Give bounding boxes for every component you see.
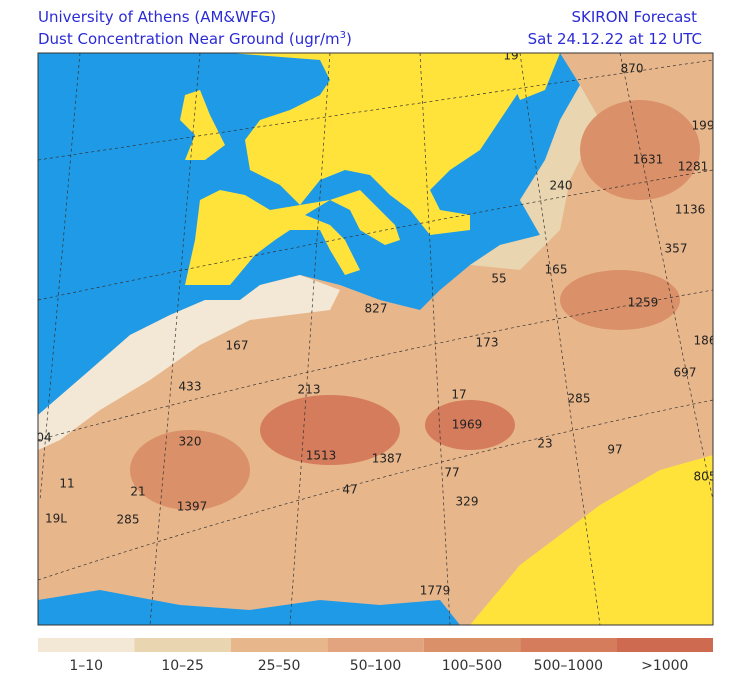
value-label: 19L <box>45 512 67 526</box>
dust-high <box>560 270 680 330</box>
legend-label: 500–1000 <box>534 658 603 674</box>
legend-label: 25–50 <box>258 658 301 674</box>
value-label: 329 <box>456 495 479 509</box>
map-frame <box>37 52 714 626</box>
legend-swatch <box>616 638 713 652</box>
value-label: 357 <box>665 242 688 256</box>
value-label: 320 <box>179 435 202 449</box>
legend-label: 1–10 <box>69 658 103 674</box>
value-label: 285 <box>568 392 591 406</box>
forecast: SKIRON Forecast <box>572 8 698 26</box>
superscript: 3 <box>340 30 346 41</box>
value-label: 1969 <box>452 418 483 432</box>
value-label: 1387 <box>372 452 403 466</box>
value-label: 1631 <box>633 153 664 167</box>
subtitle-text: Dust Concentration Near Ground (ugr/m <box>38 30 340 48</box>
title: University of Athens (AM&WFG) <box>38 8 276 26</box>
value-label: 1513 <box>306 449 337 463</box>
britain <box>180 90 225 160</box>
value-label: 21 <box>130 485 145 499</box>
legend-swatch <box>230 638 328 652</box>
value-label: 805 <box>694 470 717 484</box>
legend-swatch <box>327 638 424 652</box>
graticule <box>38 53 713 625</box>
value-label: 77 <box>444 466 459 480</box>
value-label: 1136 <box>675 203 706 217</box>
value-label: 186 <box>694 334 717 348</box>
legend-swatch <box>423 638 521 652</box>
value-label: 433 <box>179 380 202 394</box>
value-label: 55 <box>491 272 506 286</box>
gulf-guinea <box>38 590 460 625</box>
legend-swatch <box>38 638 135 652</box>
legend-swatch <box>520 638 617 652</box>
value-label: 199 <box>692 119 715 133</box>
value-label: 1397 <box>177 500 208 514</box>
legend-label: 100–500 <box>442 658 502 674</box>
value-label: 240 <box>550 179 573 193</box>
europe <box>185 53 520 285</box>
value-label: 165 <box>545 263 568 277</box>
dust-high <box>425 400 515 450</box>
dust-low-east <box>470 85 600 270</box>
value-label: 1259 <box>628 296 659 310</box>
legend-label: 10–25 <box>161 658 204 674</box>
value-label: 827 <box>365 302 388 316</box>
value-label: 1281 <box>678 160 709 174</box>
value-label: 17 <box>451 388 466 402</box>
value-label: 23 <box>537 437 552 451</box>
value-label: 11 <box>59 477 74 491</box>
dust-low <box>38 275 340 450</box>
value-labels: 19 870 199 1631 1281 240 1136 357 55 165 1259 827 16… <box>36 49 717 598</box>
subtitle: Dust Concentration Near Ground (ugr/m3) <box>38 30 352 48</box>
legend-swatch <box>134 638 231 652</box>
value-label: 04 <box>36 431 51 445</box>
dust-high <box>580 100 700 200</box>
dust-high <box>130 430 250 510</box>
value-label: 167 <box>226 339 249 353</box>
value-label: 173 <box>476 336 499 350</box>
subtitle-end: ) <box>346 30 352 48</box>
map: 19 870 199 1631 1281 240 1136 357 55 165 1259 827 16… <box>36 49 717 625</box>
value-label: 47 <box>342 483 357 497</box>
value-label: 213 <box>298 383 321 397</box>
legend: 1–10 10–25 25–50 50–100 100–500 500–1000 >1000 <box>38 638 713 674</box>
legend-label: >1000 <box>641 658 688 674</box>
legend-label: 50–100 <box>350 658 402 674</box>
central-africa <box>470 455 713 625</box>
ne-land <box>500 53 560 100</box>
value-label: 870 <box>621 62 644 76</box>
value-label: 97 <box>607 443 622 457</box>
date: Sat 24.12.22 at 12 UTC <box>528 30 702 48</box>
value-label: 19 <box>503 49 518 63</box>
value-label: 285 <box>117 513 140 527</box>
value-label: 697 <box>674 366 697 380</box>
dust-high <box>260 395 400 465</box>
value-label: 1779 <box>420 584 451 598</box>
